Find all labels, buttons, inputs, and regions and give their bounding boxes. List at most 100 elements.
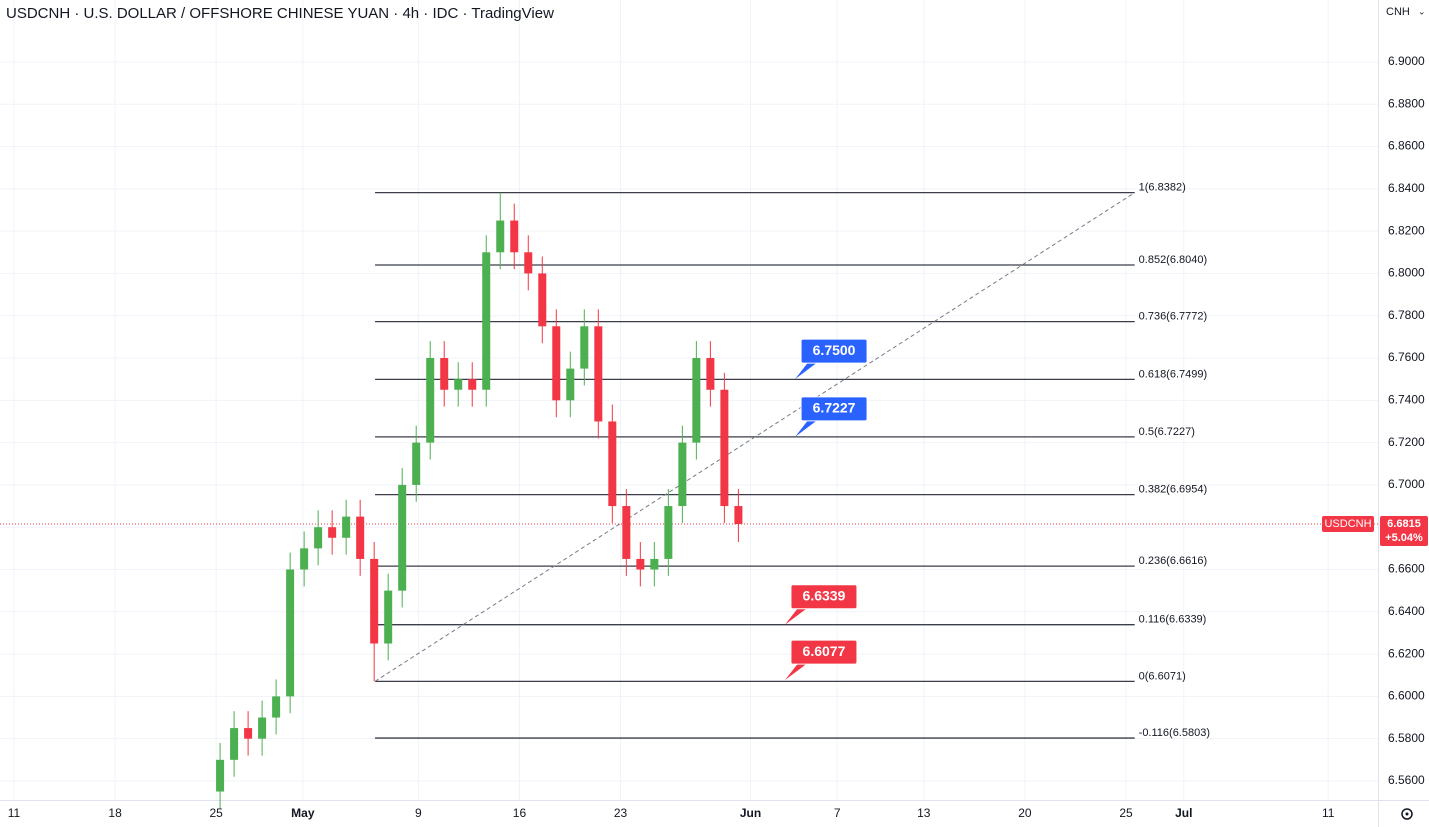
candle-body [482,252,491,390]
callout-pointer [784,606,809,625]
candle-body [216,759,225,792]
x-tick-label: 13 [917,806,931,820]
y-tick-label: 6.7800 [1388,308,1425,322]
gear[interactable] [1401,808,1413,820]
currency-label[interactable]: CNH [1386,6,1410,18]
gear-center[interactable] [1405,812,1409,816]
x-tick-label: 11 [1322,806,1335,820]
symbol-tag-label: USDCNH [1324,518,1371,530]
candle-body [426,358,435,443]
callout-pointer [795,361,820,380]
plot: 1(6.8382) 0.852(6.8040) 0.736(6.7772) 0.618… [0,182,1378,809]
candle-body [524,252,533,274]
y-tick-label: 6.8600 [1388,139,1425,153]
fib-level-label: 0.236(6.6616) [1139,555,1208,567]
x-tick-label: May [291,806,315,820]
candle-body [622,506,631,559]
grid [0,0,1378,800]
candle-body [398,484,407,591]
x-tick-label: 9 [415,806,422,820]
candle-body [412,442,421,485]
x-tick-label: 7 [834,806,841,820]
candle-body [384,590,393,644]
candle-body [566,368,575,401]
x-tick-label: Jul [1175,806,1192,820]
candle-body [664,506,673,559]
y-tick-label: 6.5600 [1388,773,1425,787]
x-tick-label: 23 [614,806,628,820]
candle-body [342,516,351,538]
candle-body [496,220,505,253]
x-tick-label: 25 [1119,806,1133,820]
callout-label: 6.6339 [803,587,846,603]
y-tick-label: 6.7200 [1388,435,1425,449]
candle-body [594,326,603,422]
y-tick-label: 6.7600 [1388,350,1425,364]
fib-level-label: 1(6.8382) [1139,182,1186,194]
price-change-label: +5.04% [1385,532,1423,544]
candle-body [650,558,659,570]
y-tick-label: 6.5800 [1388,731,1425,745]
candle-body [286,569,295,697]
y-tick-label: 6.6600 [1388,562,1425,576]
callout-box [790,584,858,610]
y-tick-label: 6.8400 [1388,181,1425,195]
candle-body [678,442,687,507]
y-tick-label: 6.8200 [1388,223,1425,237]
candle-body [734,506,743,525]
candle-body [314,527,323,549]
fib-level-label: 0.116(6.6339) [1139,614,1207,626]
candle-body [720,389,729,507]
fib-level-label: 0.382(6.6954) [1139,484,1208,496]
x-tick-label: 20 [1018,806,1032,820]
symbol-tag [1322,516,1374,533]
chart-title: USDCNH · U.S. DOLLAR / OFFSHORE CHINESE … [6,5,554,22]
candle-body [636,558,645,570]
candle-body [356,516,365,559]
y-tick-label: 6.6200 [1388,646,1425,660]
candle-body [608,421,617,507]
fib-trend-line [374,192,1135,682]
candle-body [370,558,379,644]
x-tick-label: 25 [210,806,224,820]
candle-body [272,696,281,718]
candle-body [692,358,701,443]
candle-body [244,728,253,739]
x-tick-label: Jun [740,806,761,820]
y-tick-label: 6.8000 [1388,266,1425,280]
fib-level-label: 0.5(6.7227) [1139,426,1195,438]
settings-icon[interactable] [1401,808,1413,820]
price-tag-label: 6.6815 [1387,518,1421,530]
candle-body [510,220,519,253]
candle-body [300,548,309,570]
callout-box [800,396,868,422]
candle-body [454,379,463,390]
y-tick-label: 6.6400 [1388,604,1425,618]
fib-level-label: 0.618(6.7499) [1139,368,1208,380]
fib-level-label: -0.116(6.5803) [1139,727,1210,739]
candle-body [580,326,589,369]
callout-pointer [795,418,820,437]
candle-body [538,273,547,327]
price-tag [1380,516,1428,547]
callout-label: 6.7227 [813,400,856,416]
fib-level-label: 0(6.6071) [1139,670,1186,682]
y-tick-label: 6.7400 [1388,392,1425,406]
callout-box [800,338,868,364]
x-tick-label: 16 [513,806,527,820]
fib-level-label: 0.736(6.7772) [1139,311,1208,323]
x-tick-label: 11 [8,806,21,820]
candle-body [440,358,449,390]
y-tick-label: 6.8800 [1388,96,1425,110]
y-tick-label: 6.7000 [1388,477,1425,491]
candle-body [230,728,239,760]
candle-body [706,358,715,390]
y-tick-label: 6.9000 [1388,54,1425,68]
y-tick-label: 6.6000 [1388,689,1425,703]
callout-label: 6.6077 [803,643,846,659]
callout-label: 6.7500 [813,342,856,358]
candle-body [468,379,477,390]
currency-dropdown[interactable]: ⌄ [1418,6,1426,16]
